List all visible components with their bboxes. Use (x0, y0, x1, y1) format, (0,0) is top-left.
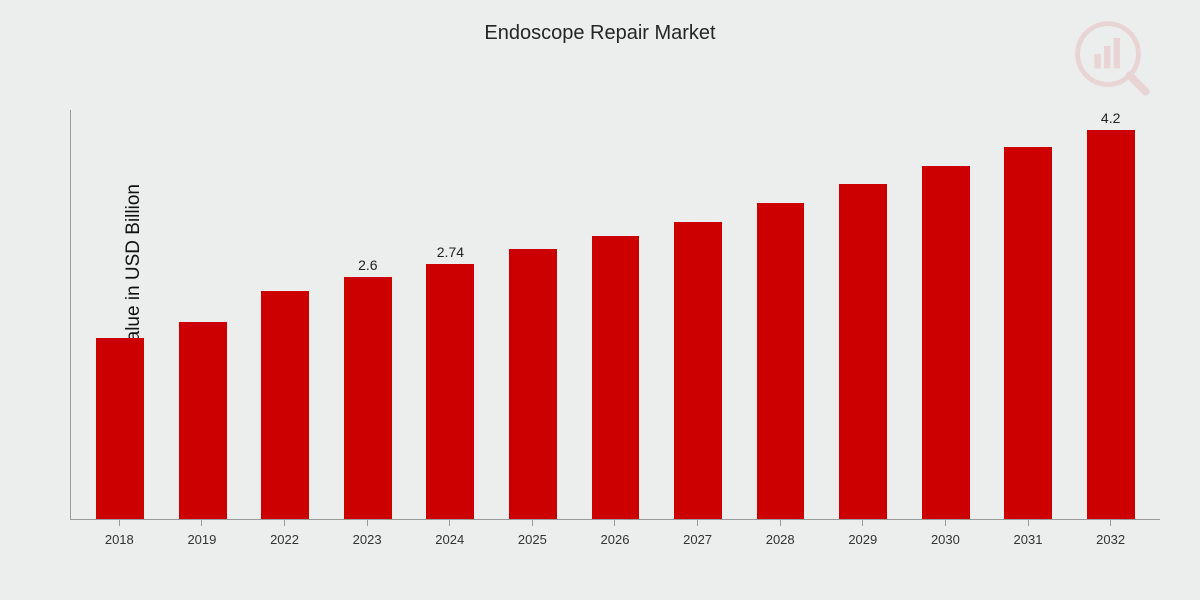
watermark-logo-icon (1072, 18, 1152, 98)
xtick-label: 2025 (518, 532, 547, 547)
chart-title: Endoscope Repair Market (0, 22, 1200, 45)
xtick-label: 2027 (683, 532, 712, 547)
bar (922, 166, 970, 519)
bar (179, 322, 227, 519)
xtick-mark (862, 520, 863, 526)
xtick: 2028 (739, 520, 822, 547)
xtick: 2032 (1069, 520, 1152, 547)
bar-slot (574, 110, 657, 519)
bar-slot: 4.2 (1069, 110, 1152, 519)
bar (839, 184, 887, 519)
xtick: 2030 (904, 520, 987, 547)
xtick-mark (1028, 520, 1029, 526)
xtick-mark (367, 520, 368, 526)
xtick: 2027 (656, 520, 739, 547)
xtick: 2026 (574, 520, 657, 547)
bars-container: 2.6 2.74 4.2 (71, 110, 1160, 519)
bar (261, 291, 309, 519)
bar-slot (657, 110, 740, 519)
xtick-label: 2032 (1096, 532, 1125, 547)
bar-slot (162, 110, 245, 519)
bar (509, 249, 557, 519)
xtick-label: 2024 (435, 532, 464, 547)
bar-value-label: 2.6 (358, 257, 377, 273)
xtick: 2023 (326, 520, 409, 547)
xtick-label: 2029 (848, 532, 877, 547)
bar (1087, 130, 1135, 519)
xtick: 2022 (243, 520, 326, 547)
bar-slot (79, 110, 162, 519)
xtick: 2019 (161, 520, 244, 547)
bar (96, 338, 144, 519)
plot-area: 2.6 2.74 4.2 (70, 110, 1160, 520)
xtick-mark (945, 520, 946, 526)
x-axis: 2018 2019 2022 2023 2024 2025 2026 2027 2028 2029… (70, 520, 1160, 547)
xtick-mark (119, 520, 120, 526)
xtick-label: 2030 (931, 532, 960, 547)
xtick-label: 2028 (766, 532, 795, 547)
xtick-mark (1110, 520, 1111, 526)
xtick: 2029 (821, 520, 904, 547)
bar (1004, 147, 1052, 519)
bar-slot (244, 110, 327, 519)
bar-slot (492, 110, 575, 519)
xtick-mark (201, 520, 202, 526)
xtick: 2031 (987, 520, 1070, 547)
bar-slot (987, 110, 1070, 519)
bar-slot (822, 110, 905, 519)
bar (344, 277, 392, 519)
xtick: 2025 (491, 520, 574, 547)
bar-value-label: 4.2 (1101, 110, 1120, 126)
xtick-label: 2031 (1014, 532, 1043, 547)
bar-slot: 2.74 (409, 110, 492, 519)
bar (592, 236, 640, 520)
xtick-mark (532, 520, 533, 526)
bar-slot (739, 110, 822, 519)
bar-value-label: 2.74 (437, 244, 464, 260)
bar (757, 203, 805, 519)
bar-slot: 2.6 (327, 110, 410, 519)
bar (426, 264, 474, 519)
xtick-mark (284, 520, 285, 526)
xtick: 2018 (78, 520, 161, 547)
bar-slot (904, 110, 987, 519)
xtick-label: 2022 (270, 532, 299, 547)
xtick-mark (780, 520, 781, 526)
xtick-mark (614, 520, 615, 526)
xtick-label: 2018 (105, 532, 134, 547)
xtick-label: 2019 (187, 532, 216, 547)
xtick: 2024 (408, 520, 491, 547)
bar (674, 222, 722, 519)
xtick-mark (697, 520, 698, 526)
xtick-mark (449, 520, 450, 526)
xtick-label: 2023 (353, 532, 382, 547)
xtick-label: 2026 (601, 532, 630, 547)
